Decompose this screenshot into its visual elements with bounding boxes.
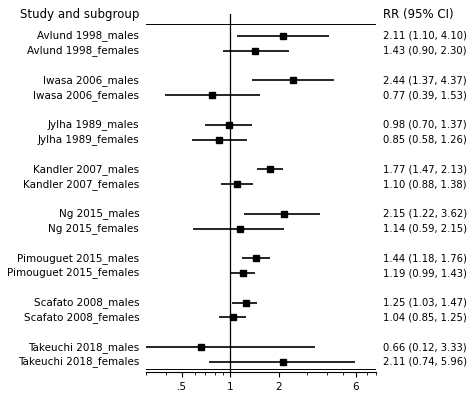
Text: 2.11 (0.74, 5.96): 2.11 (0.74, 5.96) xyxy=(383,357,467,367)
Text: Kandler 2007_females: Kandler 2007_females xyxy=(23,179,139,190)
Text: Jylha 1989_females: Jylha 1989_females xyxy=(37,134,139,145)
Text: 2.15 (1.22, 3.62): 2.15 (1.22, 3.62) xyxy=(383,209,467,219)
Text: 2.11 (1.10, 4.10): 2.11 (1.10, 4.10) xyxy=(383,31,467,41)
Text: Iwasa 2006_females: Iwasa 2006_females xyxy=(33,90,139,101)
Text: 0.98 (0.70, 1.37): 0.98 (0.70, 1.37) xyxy=(383,120,466,130)
Text: Ng 2015_males: Ng 2015_males xyxy=(59,208,139,219)
Text: Scafato 2008_females: Scafato 2008_females xyxy=(24,312,139,323)
Text: 1.77 (1.47, 2.13): 1.77 (1.47, 2.13) xyxy=(383,164,467,174)
Text: 1.43 (0.90, 2.30): 1.43 (0.90, 2.30) xyxy=(383,45,466,55)
Text: 0.77 (0.39, 1.53): 0.77 (0.39, 1.53) xyxy=(383,90,467,100)
Text: Pimouguet 2015_males: Pimouguet 2015_males xyxy=(17,253,139,264)
Text: Takeuchi 2018_males: Takeuchi 2018_males xyxy=(28,342,139,353)
Text: Study and subgroup: Study and subgroup xyxy=(20,8,139,21)
Text: 1.25 (1.03, 1.47): 1.25 (1.03, 1.47) xyxy=(383,298,467,308)
Text: Jylha 1989_males: Jylha 1989_males xyxy=(48,119,139,130)
Text: 2.44 (1.37, 4.37): 2.44 (1.37, 4.37) xyxy=(383,75,466,85)
Text: Ng 2015_females: Ng 2015_females xyxy=(48,223,139,234)
Text: Scafato 2008_males: Scafato 2008_males xyxy=(34,297,139,308)
Text: Iwasa 2006_males: Iwasa 2006_males xyxy=(43,75,139,86)
Text: 1.19 (0.99, 1.43): 1.19 (0.99, 1.43) xyxy=(383,268,467,278)
Text: Pimouguet 2015_females: Pimouguet 2015_females xyxy=(7,268,139,279)
Text: 1.44 (1.18, 1.76): 1.44 (1.18, 1.76) xyxy=(383,253,467,263)
Text: 1.14 (0.59, 2.15): 1.14 (0.59, 2.15) xyxy=(383,223,467,233)
Text: RR (95% CI): RR (95% CI) xyxy=(383,8,454,21)
Text: 0.85 (0.58, 1.26): 0.85 (0.58, 1.26) xyxy=(383,134,467,144)
Text: Kandler 2007_males: Kandler 2007_males xyxy=(33,164,139,175)
Text: 1.10 (0.88, 1.38): 1.10 (0.88, 1.38) xyxy=(383,179,466,189)
Text: Avlund 1998_males: Avlund 1998_males xyxy=(37,30,139,41)
Text: Takeuchi 2018_females: Takeuchi 2018_females xyxy=(18,356,139,367)
Text: Avlund 1998_females: Avlund 1998_females xyxy=(27,45,139,56)
Text: 0.66 (0.12, 3.33): 0.66 (0.12, 3.33) xyxy=(383,342,466,352)
Text: 1.04 (0.85, 1.25): 1.04 (0.85, 1.25) xyxy=(383,312,467,322)
